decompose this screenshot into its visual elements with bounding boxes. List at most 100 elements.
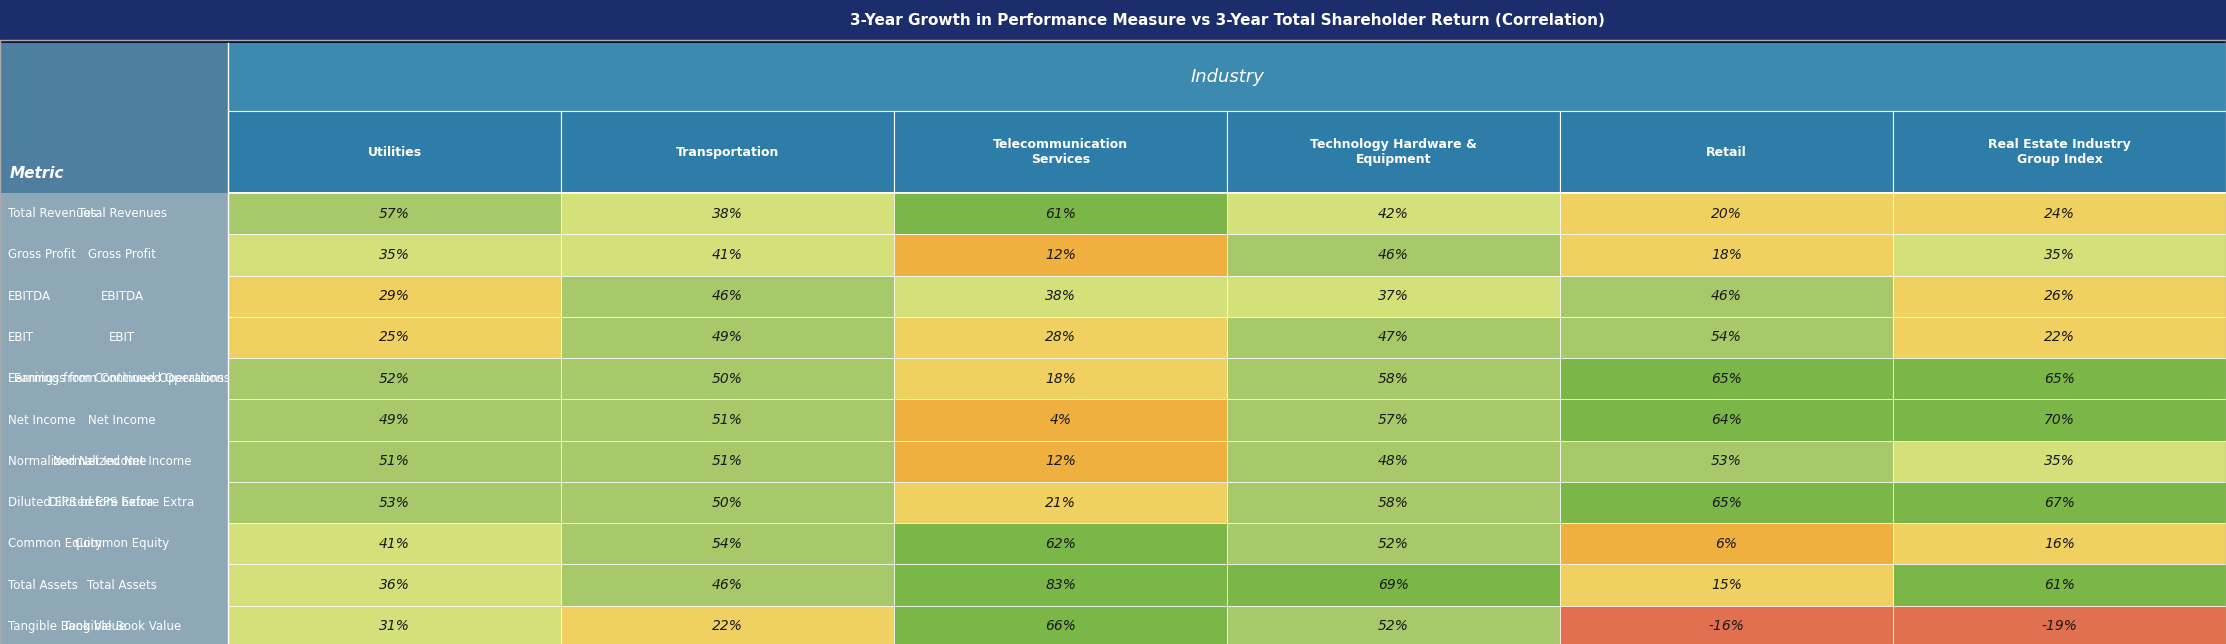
Text: 6%: 6% [1716,537,1739,551]
Text: 20%: 20% [1712,207,1743,221]
Text: 42%: 42% [1378,207,1409,221]
Text: EBIT: EBIT [9,331,33,344]
Text: 52%: 52% [378,372,410,386]
Text: -16%: -16% [1710,620,1745,633]
Text: 83%: 83% [1044,578,1075,592]
Bar [1892,564,2226,606]
Text: 25%: 25% [378,330,410,345]
Text: EBITDA: EBITDA [9,290,51,303]
Bar [1227,234,1560,276]
Text: Industry: Industry [1191,68,1264,86]
Text: 31%: 31% [378,620,410,633]
Text: Normalized Net Income: Normalized Net Income [53,455,191,468]
Bar [0,234,227,276]
Bar [895,317,1227,358]
Bar [1560,482,1892,523]
Bar [561,358,895,399]
Text: 18%: 18% [1712,248,1743,262]
Bar [227,192,2226,194]
Bar [0,440,227,482]
Bar [895,276,1227,317]
Bar [561,482,895,523]
Text: 22%: 22% [712,620,743,633]
Bar [1892,606,2226,644]
Bar [0,564,227,606]
Text: 15%: 15% [1712,578,1743,592]
Bar [895,440,1227,482]
Text: 24%: 24% [2043,207,2075,221]
Text: 65%: 65% [1712,372,1743,386]
Bar [0,606,227,644]
Bar [227,193,561,234]
Text: 53%: 53% [378,495,410,509]
Text: 61%: 61% [2043,578,2075,592]
Bar [1227,606,1560,644]
Bar [1560,193,1892,234]
Bar [895,482,1227,523]
Bar [561,606,895,644]
Text: 46%: 46% [1378,248,1409,262]
Text: 35%: 35% [2043,454,2075,468]
Text: Utilities: Utilities [367,146,421,158]
Text: 51%: 51% [378,454,410,468]
Bar [227,0,2226,40]
Text: Diluted EPS before Extra: Diluted EPS before Extra [9,496,154,509]
Bar [895,234,1227,276]
Text: 26%: 26% [2043,289,2075,303]
Bar [1892,482,2226,523]
Text: 58%: 58% [1378,372,1409,386]
Text: 28%: 28% [1044,330,1075,345]
Bar [1227,193,1560,234]
Text: 66%: 66% [1044,620,1075,633]
Bar [1560,440,1892,482]
Text: 41%: 41% [378,537,410,551]
Text: 22%: 22% [2043,330,2075,345]
Text: 54%: 54% [712,537,743,551]
Bar [561,276,895,317]
Text: Common Equity: Common Equity [9,537,102,551]
Bar [1227,276,1560,317]
Text: 48%: 48% [1378,454,1409,468]
Bar [561,564,895,606]
Bar [0,276,227,317]
Text: 36%: 36% [378,578,410,592]
Text: 12%: 12% [1044,248,1075,262]
Bar [227,399,561,440]
Bar [1560,523,1892,564]
Bar [227,234,561,276]
Bar [1892,317,2226,358]
Bar [1892,193,2226,234]
Text: Net Income: Net Income [89,413,156,426]
Text: 57%: 57% [1378,413,1409,427]
Text: Earnings from Continued Operations: Earnings from Continued Operations [9,372,225,385]
Text: Tangible Book Value: Tangible Book Value [9,620,127,633]
Text: 38%: 38% [712,207,743,221]
Text: 53%: 53% [1712,454,1743,468]
Bar [1227,399,1560,440]
Bar [227,43,2226,111]
Bar [0,0,227,40]
Bar [0,40,2226,43]
Text: 67%: 67% [2043,495,2075,509]
Text: 41%: 41% [712,248,743,262]
Bar [1560,399,1892,440]
Text: 51%: 51% [712,454,743,468]
Bar [1227,317,1560,358]
Text: 57%: 57% [378,207,410,221]
Bar [1227,523,1560,564]
Bar [0,523,227,564]
Text: 62%: 62% [1044,537,1075,551]
Bar [0,193,227,234]
Text: 52%: 52% [1378,537,1409,551]
Text: 46%: 46% [712,289,743,303]
Text: 35%: 35% [2043,248,2075,262]
Bar [227,482,561,523]
Bar [1892,358,2226,399]
Bar [1560,317,1892,358]
Text: 47%: 47% [1378,330,1409,345]
Text: EBITDA: EBITDA [100,290,142,303]
Text: Diluted EPS before Extra: Diluted EPS before Extra [49,496,194,509]
Text: 21%: 21% [1044,495,1075,509]
Text: Telecommunication
Services: Telecommunication Services [993,138,1129,166]
Bar [0,43,227,111]
